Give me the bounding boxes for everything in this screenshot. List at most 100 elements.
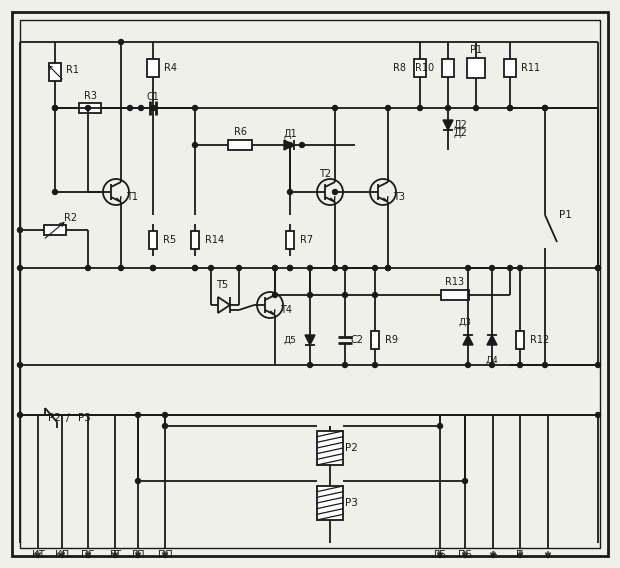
- Circle shape: [151, 106, 156, 111]
- Bar: [414, 59, 426, 77]
- Text: ПБ: ПБ: [458, 550, 472, 560]
- Circle shape: [118, 40, 123, 44]
- Text: ПГ: ПГ: [81, 550, 95, 560]
- Circle shape: [128, 106, 133, 111]
- Bar: [44, 225, 66, 235]
- Circle shape: [299, 143, 304, 148]
- Bar: [79, 103, 101, 113]
- Circle shape: [86, 265, 91, 270]
- Circle shape: [342, 265, 347, 270]
- Circle shape: [373, 293, 378, 298]
- Text: КП: КП: [55, 550, 69, 560]
- Polygon shape: [487, 335, 497, 345]
- Circle shape: [138, 106, 143, 111]
- Circle shape: [136, 478, 141, 483]
- Bar: [147, 59, 159, 77]
- Circle shape: [308, 293, 312, 298]
- Bar: [228, 140, 252, 150]
- Circle shape: [474, 106, 479, 111]
- Circle shape: [151, 106, 156, 111]
- Circle shape: [53, 106, 58, 111]
- Text: ПП: ПП: [157, 550, 172, 560]
- Text: P3: P3: [78, 413, 91, 423]
- Polygon shape: [305, 335, 315, 345]
- Bar: [516, 331, 524, 349]
- Circle shape: [595, 265, 601, 270]
- Text: ЛТ: ЛТ: [108, 550, 122, 560]
- Circle shape: [151, 265, 156, 270]
- Circle shape: [342, 362, 347, 367]
- Circle shape: [192, 265, 198, 270]
- Circle shape: [518, 265, 523, 270]
- Text: C1: C1: [146, 92, 159, 102]
- Circle shape: [17, 412, 22, 417]
- Text: R13: R13: [445, 277, 464, 287]
- Circle shape: [438, 424, 443, 428]
- Bar: [317, 486, 343, 520]
- Text: P2: P2: [345, 443, 358, 453]
- Circle shape: [542, 106, 547, 111]
- Circle shape: [151, 265, 156, 270]
- Circle shape: [490, 265, 495, 270]
- Circle shape: [192, 106, 198, 111]
- Text: R4: R4: [164, 63, 177, 73]
- Circle shape: [273, 265, 278, 270]
- Circle shape: [136, 412, 141, 417]
- Circle shape: [86, 106, 91, 111]
- Text: R1: R1: [66, 65, 79, 75]
- Circle shape: [386, 265, 391, 270]
- Text: Д1: Д1: [283, 129, 297, 139]
- Circle shape: [508, 106, 513, 111]
- Circle shape: [373, 362, 378, 367]
- Text: P1: P1: [559, 210, 572, 220]
- Text: КТ: КТ: [32, 550, 45, 560]
- Bar: [467, 58, 485, 78]
- Circle shape: [518, 362, 523, 367]
- Circle shape: [446, 106, 451, 111]
- Text: T2: T2: [319, 169, 331, 179]
- Text: P3: P3: [345, 498, 358, 508]
- Circle shape: [332, 190, 337, 194]
- Text: +: +: [489, 550, 497, 560]
- Circle shape: [386, 265, 391, 270]
- Polygon shape: [443, 120, 453, 130]
- Bar: [286, 231, 294, 249]
- Text: Д2: Д2: [453, 128, 467, 138]
- Circle shape: [53, 190, 58, 194]
- Circle shape: [466, 265, 471, 270]
- Circle shape: [595, 412, 601, 417]
- Circle shape: [417, 106, 422, 111]
- Text: R8: R8: [393, 63, 406, 73]
- Bar: [317, 431, 343, 465]
- Circle shape: [192, 265, 198, 270]
- Text: R2: R2: [64, 213, 78, 223]
- Circle shape: [17, 362, 22, 367]
- Text: R7: R7: [300, 235, 313, 245]
- Circle shape: [342, 293, 347, 298]
- Text: C2: C2: [350, 335, 363, 345]
- Text: R9: R9: [385, 335, 398, 345]
- Text: R3: R3: [84, 91, 97, 101]
- Text: R14: R14: [205, 235, 224, 245]
- Text: P1: P1: [470, 45, 482, 55]
- Text: ЛП: ЛП: [131, 550, 145, 560]
- Bar: [191, 231, 199, 249]
- Text: T1: T1: [126, 192, 138, 202]
- Circle shape: [118, 265, 123, 270]
- Text: R10: R10: [415, 63, 434, 73]
- Text: R12: R12: [530, 335, 549, 345]
- Text: /: /: [66, 413, 70, 423]
- Circle shape: [162, 424, 167, 428]
- Text: T5: T5: [216, 280, 228, 290]
- Bar: [149, 231, 157, 249]
- Polygon shape: [284, 140, 294, 150]
- Text: R11: R11: [521, 63, 540, 73]
- Text: Д4: Д4: [485, 356, 498, 365]
- Circle shape: [53, 106, 58, 111]
- Circle shape: [273, 265, 278, 270]
- Circle shape: [308, 362, 312, 367]
- Text: П: П: [516, 550, 524, 560]
- Circle shape: [332, 106, 337, 111]
- Bar: [442, 59, 454, 77]
- Circle shape: [17, 228, 22, 232]
